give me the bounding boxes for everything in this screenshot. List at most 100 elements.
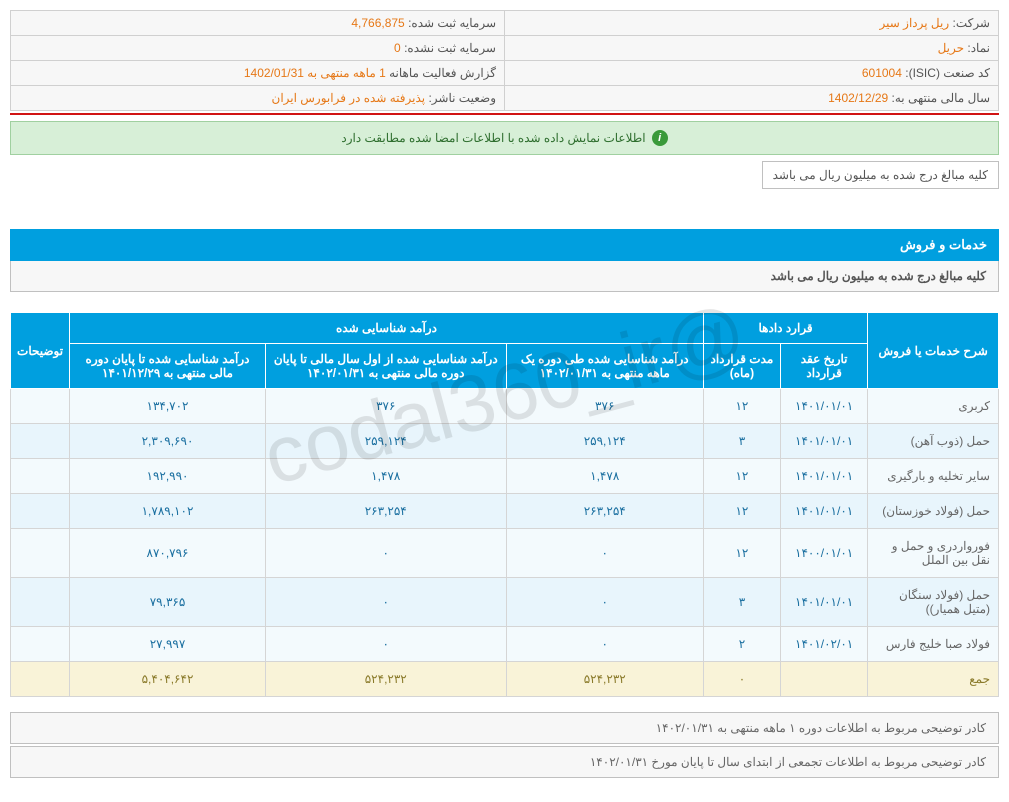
cell-name: فورواردری و حمل و نقل بین الملل <box>868 529 999 578</box>
table-row: سایر تخلیه و بارگیری۱۴۰۱/۰۱/۰۱۱۲۱,۴۷۸۱,۴… <box>11 459 999 494</box>
cell-note <box>11 424 70 459</box>
cell-date: ۱۴۰۱/۰۱/۰۱ <box>780 494 867 529</box>
company-cell: شرکت: ریل پرداز سیر <box>505 11 999 36</box>
cell-income-a: ۰ <box>506 578 703 627</box>
th-contract-date: تاریخ عقد قرارداد <box>780 344 867 389</box>
th-service: شرح خدمات یا فروش <box>868 313 999 389</box>
capital-label: سرمایه ثبت شده: <box>408 16 496 30</box>
cell-duration: ۱۲ <box>703 494 780 529</box>
fiscal-label: سال مالی منتهی به: <box>892 91 990 105</box>
capital-cell: سرمایه ثبت شده: 4,766,875 <box>11 11 505 36</box>
symbol-value: حریل <box>938 41 964 55</box>
table-row: فولاد صبا خلیج فارس۱۴۰۱/۰۲/۰۱۲۰۰۲۷,۹۹۷ <box>11 627 999 662</box>
cell-duration: ۱۲ <box>703 459 780 494</box>
currency-note: کلیه مبالغ درج شده به میلیون ریال می باش… <box>762 161 999 189</box>
table-row: حمل (فولاد خوزستان)۱۴۰۱/۰۱/۰۱۱۲۲۶۳,۲۵۴۲۶… <box>11 494 999 529</box>
fiscal-value: 1402/12/29 <box>828 91 888 105</box>
isic-label: کد صنعت (ISIC): <box>905 66 990 80</box>
company-label: شرکت: <box>952 16 990 30</box>
th-notes: توضیحات <box>11 313 70 389</box>
cell-note <box>11 389 70 424</box>
cell-duration: ۰ <box>703 662 780 697</box>
cell-income-c: ۱۳۴,۷۰۲ <box>70 389 266 424</box>
cell-income-b: ۱,۴۷۸ <box>265 459 506 494</box>
footer-note-1: کادر توضیحی مربوط به اطلاعات دوره ۱ ماهه… <box>10 712 999 744</box>
th-income-ytd: درآمد شناسایی شده از اول سال مالی تا پای… <box>265 344 506 389</box>
th-income: درآمد شناسایی شده <box>70 313 704 344</box>
isic-value: 601004 <box>862 66 902 80</box>
unreg-capital-label: سرمایه ثبت نشده: <box>404 41 496 55</box>
cell-income-b: ۳۷۶ <box>265 389 506 424</box>
cell-date: ۱۴۰۱/۰۱/۰۱ <box>780 459 867 494</box>
cell-income-a: ۱,۴۷۸ <box>506 459 703 494</box>
cell-income-b: ۲۶۳,۲۵۴ <box>265 494 506 529</box>
company-value: ریل پرداز سیر <box>880 16 950 30</box>
alert-text: اطلاعات نمایش داده شده با اطلاعات امضا ش… <box>341 131 645 145</box>
table-row: کربری۱۴۰۱/۰۱/۰۱۱۲۳۷۶۳۷۶۱۳۴,۷۰۲ <box>11 389 999 424</box>
cell-name: حمل (فولاد سنگان (متیل همیار)) <box>868 578 999 627</box>
cell-date <box>780 662 867 697</box>
publisher-label: وضعیت ناشر: <box>428 91 496 105</box>
cell-income-a: ۰ <box>506 627 703 662</box>
publisher-cell: وضعیت ناشر: پذیرفته شده در فرابورس ایران <box>11 86 505 111</box>
cell-duration: ۱۲ <box>703 529 780 578</box>
cell-date: ۱۴۰۱/۰۱/۰۱ <box>780 578 867 627</box>
symbol-label: نماد: <box>967 41 990 55</box>
cell-duration: ۱۲ <box>703 389 780 424</box>
cell-note <box>11 529 70 578</box>
fiscal-cell: سال مالی منتهی به: 1402/12/29 <box>505 86 999 111</box>
cell-income-a: ۳۷۶ <box>506 389 703 424</box>
cell-income-b: ۵۲۴,۲۳۲ <box>265 662 506 697</box>
report-period: 1 ماهه منتهی به <box>307 66 386 80</box>
cell-income-a: ۲۶۳,۲۵۴ <box>506 494 703 529</box>
report-label: گزارش فعالیت ماهانه <box>389 66 496 80</box>
unreg-capital-cell: سرمایه ثبت نشده: 0 <box>11 36 505 61</box>
company-info-table: شرکت: ریل پرداز سیر سرمایه ثبت شده: 4,76… <box>10 10 999 111</box>
cell-income-c: ۲۷,۹۹۷ <box>70 627 266 662</box>
cell-date: ۱۴۰۱/۰۲/۰۱ <box>780 627 867 662</box>
cell-income-c: ۱,۷۸۹,۱۰۲ <box>70 494 266 529</box>
cell-duration: ۲ <box>703 627 780 662</box>
report-date: 1402/01/31 <box>244 66 304 80</box>
th-income-prev: درآمد شناسایی شده تا پایان دوره مالی منت… <box>70 344 266 389</box>
cell-income-a: ۰ <box>506 529 703 578</box>
cell-note <box>11 578 70 627</box>
cell-income-c: ۷۹,۳۶۵ <box>70 578 266 627</box>
cell-note <box>11 627 70 662</box>
cell-income-c: ۸۷۰,۷۹۶ <box>70 529 266 578</box>
cell-income-b: ۰ <box>265 529 506 578</box>
divider-red <box>10 113 999 115</box>
cell-duration: ۳ <box>703 578 780 627</box>
table-row: حمل (فولاد سنگان (متیل همیار))۱۴۰۱/۰۱/۰۱… <box>11 578 999 627</box>
cell-name: کربری <box>868 389 999 424</box>
info-icon: i <box>652 130 668 146</box>
cell-income-b: ۰ <box>265 627 506 662</box>
unreg-capital-value: 0 <box>394 41 401 55</box>
cell-income-b: ۰ <box>265 578 506 627</box>
cell-duration: ۳ <box>703 424 780 459</box>
section-subtitle: کلیه مبالغ درج شده به میلیون ریال می باش… <box>10 261 999 292</box>
cell-name: فولاد صبا خلیج فارس <box>868 627 999 662</box>
isic-cell: کد صنعت (ISIC): 601004 <box>505 61 999 86</box>
cell-name: حمل (فولاد خوزستان) <box>868 494 999 529</box>
cell-date: ۱۴۰۱/۰۱/۰۱ <box>780 389 867 424</box>
cell-date: ۱۴۰۱/۰۱/۰۱ <box>780 424 867 459</box>
section-header: خدمات و فروش <box>10 229 999 261</box>
cell-note <box>11 662 70 697</box>
capital-value: 4,766,875 <box>351 16 404 30</box>
table-row: فورواردری و حمل و نقل بین الملل۱۴۰۰/۰۱/۰… <box>11 529 999 578</box>
cell-name: حمل (ذوب آهن) <box>868 424 999 459</box>
cell-income-b: ۲۵۹,۱۲۴ <box>265 424 506 459</box>
footer-note-2: کادر توضیحی مربوط به اطلاعات تجمعی از اب… <box>10 746 999 778</box>
alert-banner: i اطلاعات نمایش داده شده با اطلاعات امضا… <box>10 121 999 155</box>
report-cell: گزارش فعالیت ماهانه 1 ماهه منتهی به 1402… <box>11 61 505 86</box>
cell-income-c: ۵,۴۰۴,۶۴۲ <box>70 662 266 697</box>
cell-name: سایر تخلیه و بارگیری <box>868 459 999 494</box>
cell-note <box>11 459 70 494</box>
symbol-cell: نماد: حریل <box>505 36 999 61</box>
cell-date: ۱۴۰۰/۰۱/۰۱ <box>780 529 867 578</box>
th-income-period: درآمد شناسایی شده طی دوره یک ماهه منتهی … <box>506 344 703 389</box>
table-row: حمل (ذوب آهن)۱۴۰۱/۰۱/۰۱۳۲۵۹,۱۲۴۲۵۹,۱۲۴۲,… <box>11 424 999 459</box>
cell-income-a: ۲۵۹,۱۲۴ <box>506 424 703 459</box>
cell-note <box>11 494 70 529</box>
